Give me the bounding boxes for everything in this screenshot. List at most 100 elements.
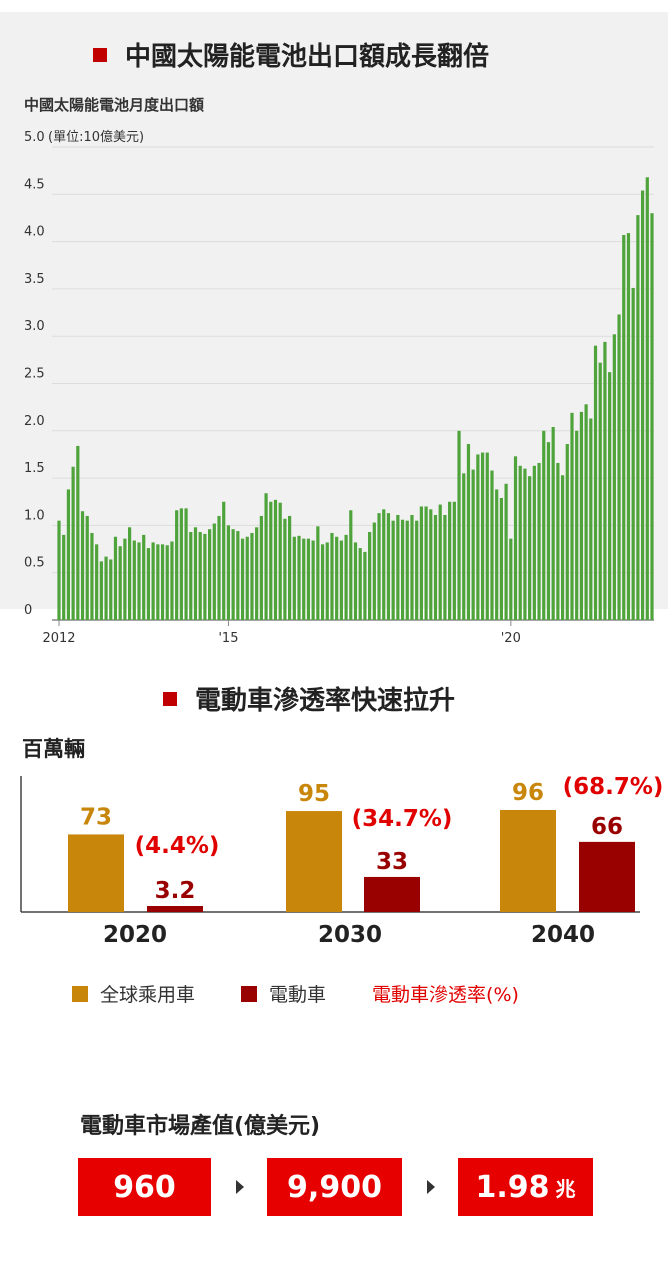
ev-bar xyxy=(147,906,203,912)
solar-y-tick-label: 2.5 xyxy=(24,367,45,382)
solar-bar xyxy=(382,509,386,620)
solar-bar xyxy=(631,287,635,620)
solar-bar xyxy=(490,470,494,620)
market-value-2030: 9,900 xyxy=(267,1158,402,1216)
solar-y-tick-label: 5.0 xyxy=(24,130,45,145)
solar-bar xyxy=(76,445,80,620)
solar-x-tick-label: '20 xyxy=(501,631,521,646)
solar-bar xyxy=(415,520,419,620)
solar-bar xyxy=(283,518,287,620)
legend-ev-label: 電動車 xyxy=(269,984,327,1006)
solar-bar xyxy=(198,532,202,620)
red-square-icon xyxy=(163,691,177,706)
solar-bar xyxy=(542,430,546,620)
legend-penetration-label: 電動車滲透率(%) xyxy=(372,984,519,1006)
solar-bar xyxy=(278,502,282,620)
solar-bar xyxy=(259,515,263,620)
solar-bar xyxy=(264,493,268,620)
ev-bar xyxy=(579,841,635,912)
solar-bar xyxy=(170,541,174,620)
solar-bar xyxy=(127,527,132,620)
penetration-rate-label: (4.4%) xyxy=(135,833,220,859)
solar-bar xyxy=(193,527,198,620)
solar-bar xyxy=(419,506,423,620)
solar-bar xyxy=(575,430,579,620)
solar-bar xyxy=(565,444,569,620)
solar-bar xyxy=(118,546,122,620)
solar-bar xyxy=(113,536,118,620)
solar-y-tick-label: 3.5 xyxy=(24,272,45,287)
solar-y-unit-label: (單位:10億美元) xyxy=(48,129,144,145)
solar-bar xyxy=(480,452,485,620)
market-value-unit: 兆 xyxy=(555,1176,576,1201)
market-value-2040: 1.98 兆 xyxy=(458,1158,593,1216)
solar-bar xyxy=(560,475,565,620)
arrow-right-icon xyxy=(427,1180,435,1194)
solar-bar xyxy=(156,544,160,620)
solar-bar xyxy=(339,540,343,620)
solar-bar xyxy=(250,532,254,620)
legend-ev-swatch xyxy=(241,985,258,1002)
solar-y-tick-label: 4.0 xyxy=(24,225,45,240)
solar-bar xyxy=(570,412,574,620)
solar-bar xyxy=(184,508,188,620)
solar-bar xyxy=(255,527,259,620)
solar-x-tick-label: 2012 xyxy=(42,631,75,646)
legend-penetration: 電動車滲透率(%) xyxy=(372,980,519,1007)
solar-bar xyxy=(104,556,108,620)
solar-bar xyxy=(316,526,320,620)
solar-bar xyxy=(400,519,405,620)
solar-bar xyxy=(66,489,71,620)
ev-section-title-text: 電動車滲透率快速拉升 xyxy=(195,686,456,716)
passenger-car-bar xyxy=(500,810,556,912)
ev-y-unit-label: 百萬輛 xyxy=(22,737,85,761)
solar-bar xyxy=(288,515,292,620)
solar-bar xyxy=(372,522,376,620)
passenger-car-value-label: 96 xyxy=(512,780,544,806)
solar-bar xyxy=(509,538,513,620)
solar-bar xyxy=(443,514,447,620)
solar-bar xyxy=(485,452,489,620)
solar-bar xyxy=(217,515,221,620)
solar-bar xyxy=(499,497,503,620)
solar-bar xyxy=(537,462,541,620)
solar-bar xyxy=(438,504,442,620)
solar-bar xyxy=(208,529,212,620)
solar-bar xyxy=(476,454,480,620)
solar-bar xyxy=(95,544,99,620)
solar-y-tick-label: 3.0 xyxy=(24,319,45,334)
solar-bar xyxy=(433,514,438,620)
legend-passenger-swatch xyxy=(72,985,88,1002)
solar-bar xyxy=(240,538,245,620)
solar-bar xyxy=(109,559,113,620)
solar-bar xyxy=(330,532,334,620)
passenger-car-value-label: 73 xyxy=(80,804,112,830)
solar-bar xyxy=(189,532,193,620)
solar-bar xyxy=(523,468,527,620)
solar-bar xyxy=(626,233,631,620)
solar-chart-title: 中國太陽能電池月度出口額 xyxy=(24,96,204,114)
solar-bar xyxy=(504,483,508,620)
solar-bar xyxy=(320,544,325,620)
solar-bar xyxy=(584,404,588,620)
solar-bar xyxy=(62,534,66,620)
solar-bar xyxy=(556,462,560,620)
solar-bar xyxy=(622,234,626,620)
solar-bar xyxy=(640,190,645,621)
solar-bar xyxy=(410,514,414,620)
solar-y-tick-label: 2.0 xyxy=(24,414,45,429)
legend-passenger-label: 全球乘用車 xyxy=(100,984,196,1006)
solar-bar xyxy=(528,476,532,620)
arrow-right-icon xyxy=(236,1180,244,1194)
solar-bar xyxy=(363,551,367,620)
solar-bar xyxy=(90,532,94,620)
ev-value-label: 66 xyxy=(591,814,623,840)
solar-x-tick-label: '15 xyxy=(218,631,238,646)
solar-bar xyxy=(466,444,471,620)
solar-bar xyxy=(546,442,551,620)
solar-section-title-text: 中國太陽能電池出口額成長翻倍 xyxy=(125,42,490,72)
market-value-2020-text: 960 xyxy=(113,1169,176,1205)
solar-y-tick-label: 1.5 xyxy=(24,461,45,476)
solar-bar xyxy=(457,430,461,620)
market-value-title: 電動車市場產值(億美元) xyxy=(80,1114,321,1139)
